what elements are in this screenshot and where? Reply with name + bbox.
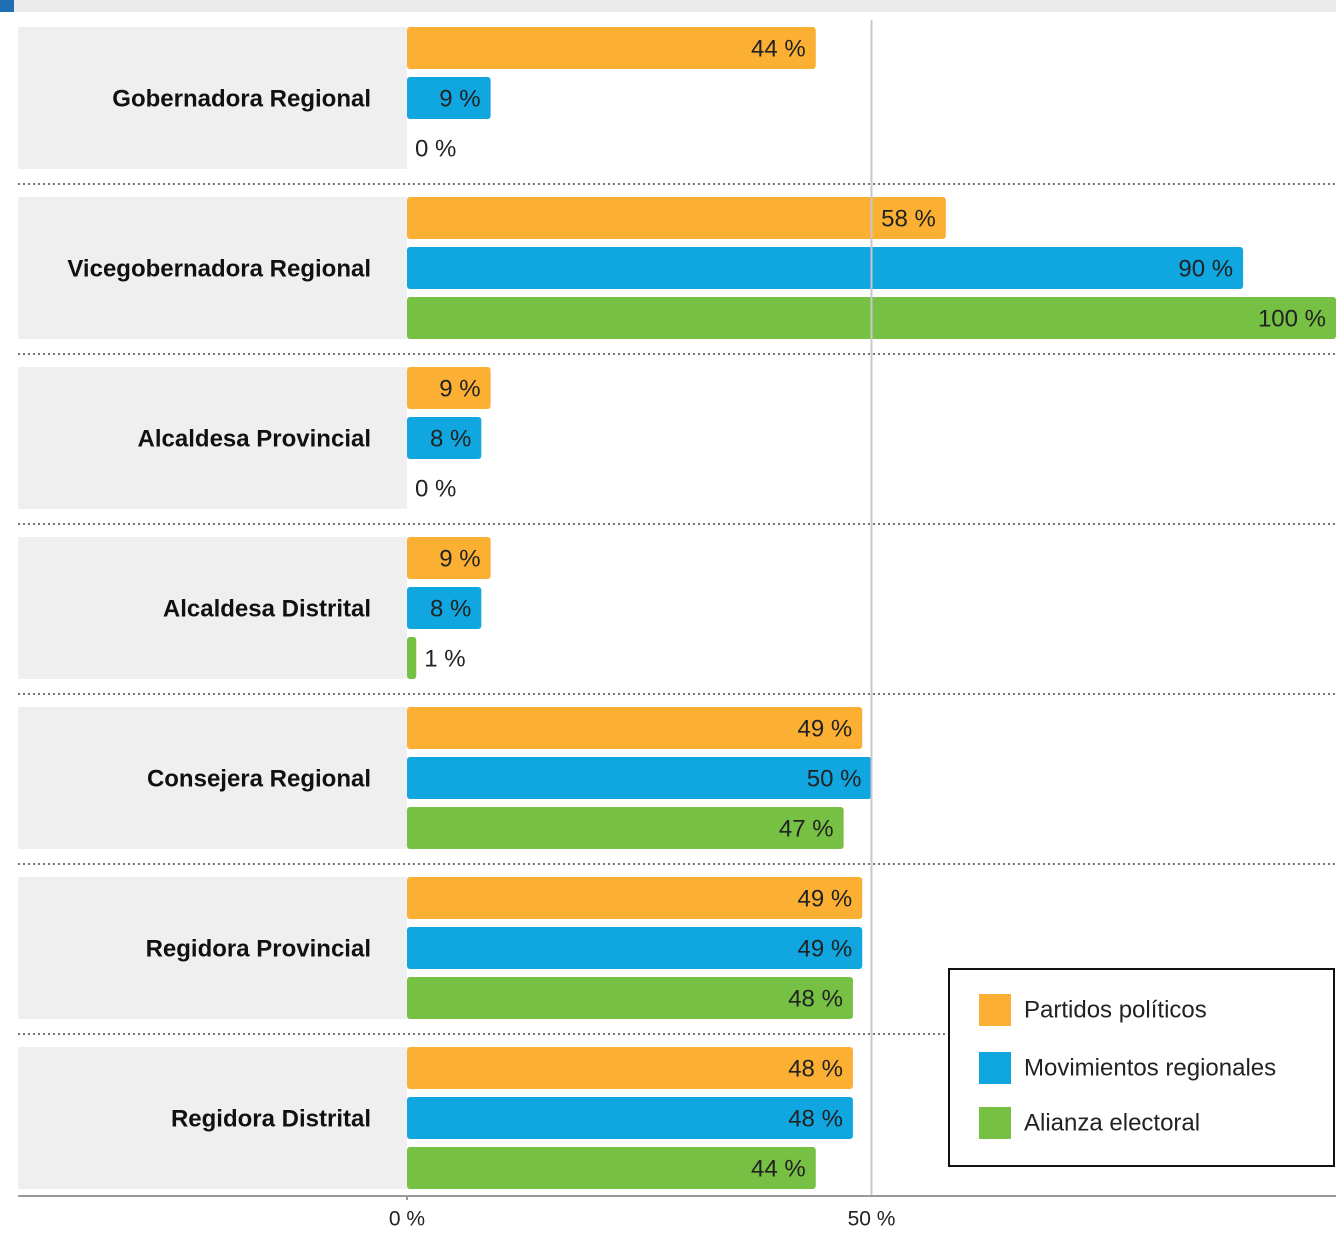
category-panel — [18, 877, 407, 1019]
value-label: 1 % — [424, 645, 465, 672]
x-tick-label: 50 % — [848, 1208, 896, 1231]
value-label: 44 % — [751, 1155, 806, 1182]
bar — [407, 1147, 816, 1189]
value-label: 47 % — [779, 815, 834, 842]
bar — [407, 877, 863, 919]
legend-label: Partidos políticos — [1024, 996, 1207, 1023]
bar — [407, 587, 482, 629]
bar — [407, 757, 872, 799]
value-label: 9 % — [439, 545, 480, 572]
value-label: 48 % — [788, 1105, 843, 1132]
top-band — [0, 0, 1336, 12]
value-label: 8 % — [430, 595, 471, 622]
value-label: 44 % — [751, 35, 806, 62]
value-label: 90 % — [1178, 255, 1233, 282]
legend-swatch — [979, 1107, 1011, 1139]
category-label: Regidora Provincial — [146, 935, 371, 962]
category-label: Gobernadora Regional — [112, 85, 371, 112]
value-label: 48 % — [788, 1055, 843, 1082]
category-label: Consejera Regional — [147, 765, 371, 792]
value-label: 49 % — [798, 935, 853, 962]
bar — [407, 417, 482, 459]
value-label: 100 % — [1258, 305, 1326, 332]
category-panel — [18, 367, 407, 509]
bar — [407, 197, 946, 239]
legend-swatch — [979, 1052, 1011, 1084]
value-label: 49 % — [798, 715, 853, 742]
value-label: 49 % — [798, 885, 853, 912]
bar — [407, 927, 863, 969]
value-label: 9 % — [439, 85, 480, 112]
category-label: Regidora Distrital — [171, 1105, 371, 1132]
value-label: 58 % — [881, 205, 936, 232]
top-icon — [0, 0, 14, 12]
legend-swatch — [979, 994, 1011, 1026]
legend-box — [948, 968, 1335, 1167]
category-panel — [18, 1047, 407, 1189]
category-label: Vicegobernadora Regional — [67, 255, 371, 282]
value-label: 48 % — [788, 985, 843, 1012]
category-panel — [18, 197, 407, 339]
legend-label: Movimientos regionales — [1024, 1054, 1276, 1081]
category-panel — [18, 537, 407, 679]
value-label: 0 % — [415, 135, 456, 162]
category-panel — [18, 707, 407, 849]
bar — [407, 77, 491, 119]
value-label: 50 % — [807, 765, 862, 792]
bar — [407, 707, 863, 749]
category-label: Alcaldesa Provincial — [138, 425, 371, 452]
value-label: 0 % — [415, 475, 456, 502]
legend-label: Alianza electoral — [1024, 1109, 1200, 1136]
value-label: 9 % — [439, 375, 480, 402]
category-panel — [18, 27, 407, 169]
bar — [407, 247, 1244, 289]
bar — [407, 27, 816, 69]
bar — [407, 637, 417, 679]
bar — [407, 977, 853, 1019]
x-tick-label: 0 % — [389, 1208, 425, 1231]
value-label: 8 % — [430, 425, 471, 452]
bar — [407, 807, 844, 849]
bar — [407, 1097, 853, 1139]
bar — [407, 1047, 853, 1089]
bar — [407, 367, 491, 409]
category-label: Alcaldesa Distrital — [163, 595, 371, 622]
bar — [407, 537, 491, 579]
